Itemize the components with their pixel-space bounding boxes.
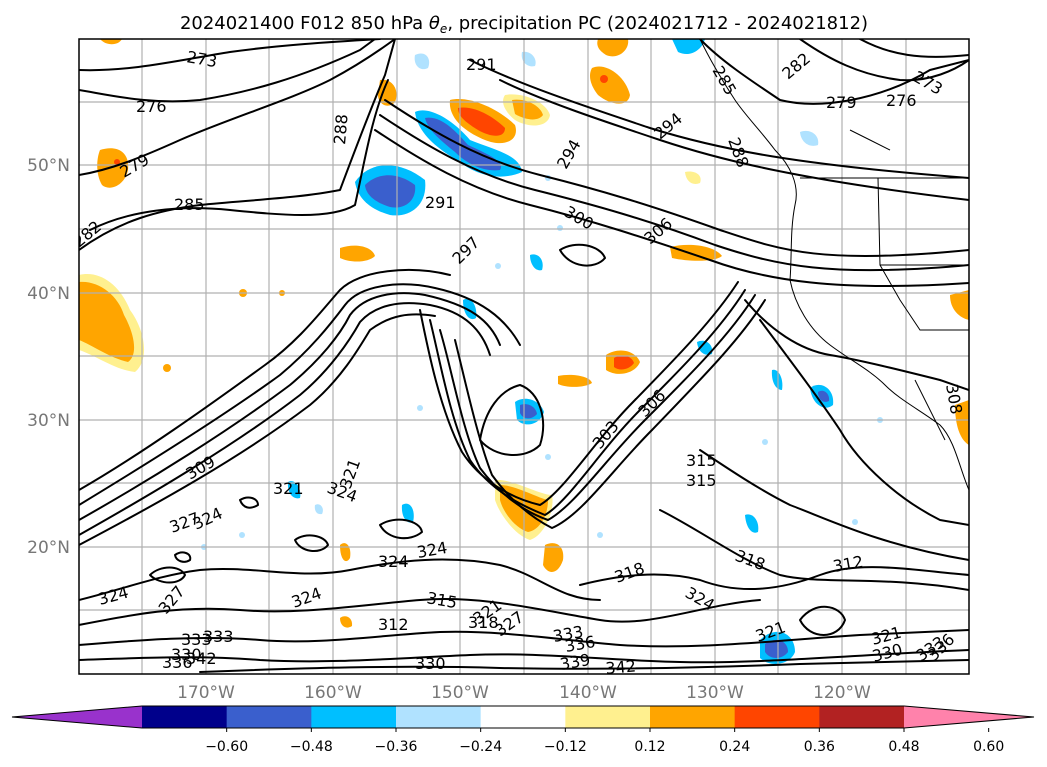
svg-text:318: 318 <box>468 613 499 632</box>
lon-label: 160°W <box>304 683 362 703</box>
lat-label: 30°N <box>27 411 70 431</box>
svg-text:336: 336 <box>162 653 193 672</box>
theta-e-contours <box>79 39 969 673</box>
colorbar-segment <box>311 706 397 728</box>
lon-label: 140°W <box>559 683 617 703</box>
svg-text:288: 288 <box>330 113 352 145</box>
lat-label: 40°N <box>27 284 70 304</box>
coastline <box>699 39 969 491</box>
colorbar-extend-low <box>12 706 142 728</box>
svg-text:333: 333 <box>203 627 234 646</box>
colorbar-segment <box>650 706 736 728</box>
colorbar-segment <box>142 706 228 728</box>
svg-text:312: 312 <box>378 615 409 634</box>
svg-text:276: 276 <box>886 91 917 110</box>
svg-text:291: 291 <box>466 55 497 74</box>
map-panel: 273 276 279 282 285 288 291 291 294 297 … <box>79 39 969 678</box>
svg-text:279: 279 <box>826 93 857 112</box>
map-frame <box>78 38 970 675</box>
colorbar-tick-label: 0.48 <box>888 739 919 755</box>
longitude-labels: 170°W 160°W 150°W 140°W 130°W 120°W <box>177 683 871 703</box>
colorbar-segment <box>226 706 312 728</box>
lat-label: 20°N <box>27 538 70 558</box>
lon-label: 120°W <box>813 683 871 703</box>
colorbar-segment <box>480 706 566 728</box>
colorbar-tick-label: −0.48 <box>290 739 333 755</box>
colorbar-tick-label: −0.36 <box>375 739 418 755</box>
figure-title: 2024021400 F012 850 hPa θe, precipitatio… <box>180 13 868 36</box>
svg-text:333: 333 <box>181 630 212 649</box>
svg-text:321: 321 <box>273 479 304 498</box>
colorbar-tick-label: 0.12 <box>634 739 665 755</box>
colorbar-tick-label: −0.60 <box>205 739 248 755</box>
colorbar-segment <box>565 706 651 728</box>
svg-text:291: 291 <box>425 193 456 212</box>
svg-text:330: 330 <box>171 645 202 664</box>
colorbar-segment <box>396 706 482 728</box>
svg-text:276: 276 <box>136 97 167 116</box>
svg-text:285: 285 <box>174 195 205 214</box>
colorbar: −0.60 −0.48 −0.36 −0.24 −0.12 0.12 0.24 0.36 0.4… <box>11 705 1035 755</box>
lon-label: 130°W <box>686 683 744 703</box>
colorbar-segment <box>734 706 820 728</box>
latitude-labels: 50°N 40°N 30°N 20°N <box>27 156 70 558</box>
colorbar-tick-label: 0.36 <box>804 739 835 755</box>
svg-text:315: 315 <box>686 451 717 470</box>
colorbar-tick-label: −0.12 <box>544 739 587 755</box>
svg-text:342: 342 <box>605 656 637 678</box>
lat-label: 50°N <box>27 156 70 176</box>
lon-label: 150°W <box>431 683 489 703</box>
colorbar-extend-high <box>904 706 1034 728</box>
svg-text:330: 330 <box>415 654 446 673</box>
colorbar-tick-label: 0.24 <box>719 739 750 755</box>
colorbar-tick-label: −0.24 <box>459 739 502 755</box>
colorbar-segment <box>819 706 905 728</box>
svg-text:342: 342 <box>186 649 217 668</box>
svg-text:324: 324 <box>378 552 409 571</box>
svg-text:315: 315 <box>686 471 717 490</box>
lon-label: 170°W <box>177 683 235 703</box>
colorbar-tick-label: 0.60 <box>973 739 1004 755</box>
colorbar-outline <box>11 705 1035 729</box>
